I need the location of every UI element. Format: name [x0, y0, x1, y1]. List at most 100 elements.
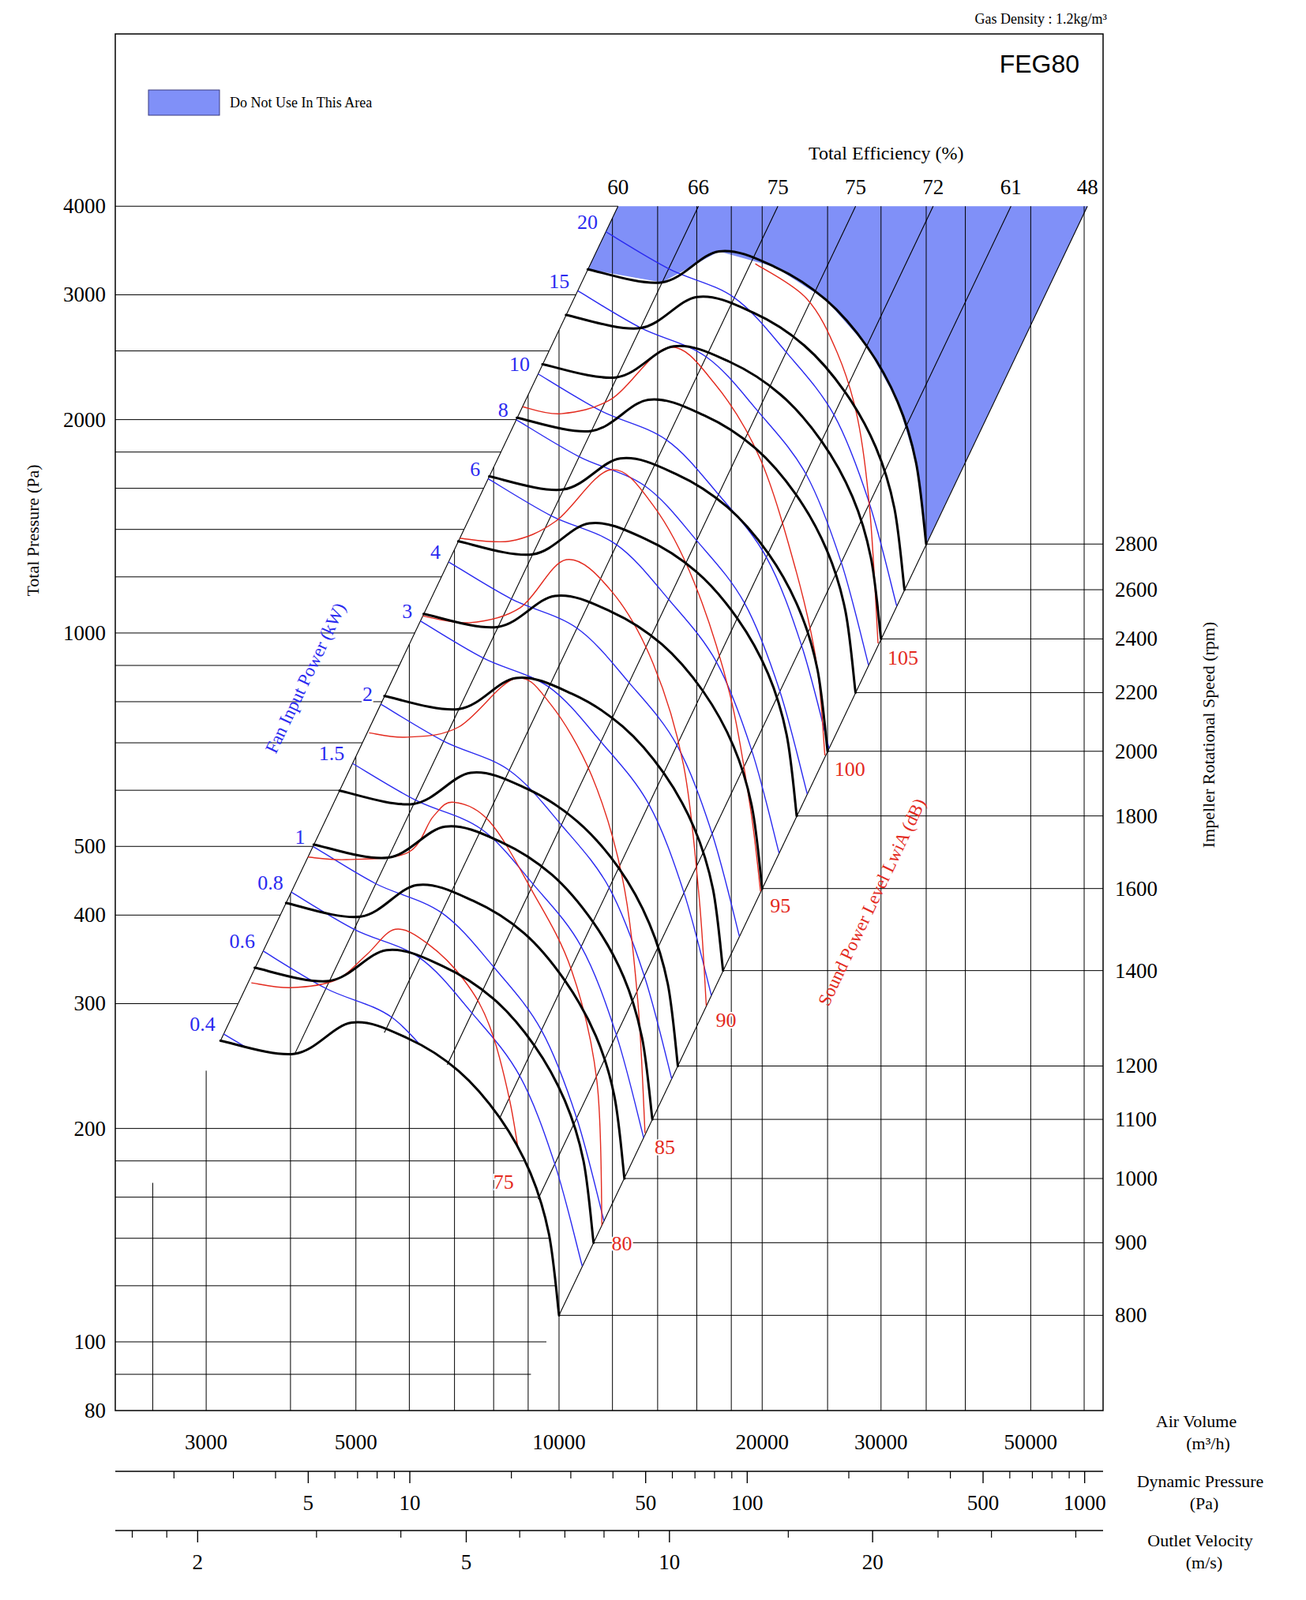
grid-line: [115, 529, 465, 530]
major-tick: [746, 1471, 748, 1484]
minor-tick: [274, 1471, 276, 1479]
power-label: 1.5: [318, 742, 346, 766]
speed-line: [796, 815, 1104, 817]
speed-line: [761, 888, 1104, 890]
secondary-axis-title: Dynamic Pressure: [1137, 1471, 1265, 1492]
envelope-group: [223, 231, 897, 1266]
power-label: 6: [469, 457, 481, 481]
minor-tick: [400, 1531, 402, 1539]
efficiency-label: 61: [1000, 175, 1022, 199]
minor-tick: [166, 1531, 168, 1539]
minor-tick: [949, 1471, 951, 1479]
speed-line: [827, 750, 1104, 752]
y-axis-title: Total Pressure (Pa): [22, 464, 43, 597]
rpm-label: 900: [1114, 1230, 1148, 1255]
grid-line: [409, 644, 410, 1412]
rpm-label: 2800: [1114, 532, 1158, 556]
sound-label: 105: [887, 646, 919, 670]
minor-tick: [713, 1471, 715, 1479]
major-tick: [197, 1531, 199, 1543]
power-line: [313, 846, 605, 1222]
minor-tick: [394, 1471, 395, 1479]
secondary-tick-label: 5: [461, 1550, 473, 1575]
minor-tick: [671, 1471, 673, 1479]
power-label: 0.4: [189, 1013, 216, 1036]
grid-line: [115, 294, 576, 296]
minor-tick: [173, 1471, 175, 1479]
speed-line: [559, 1315, 1104, 1317]
speed-line: [904, 589, 1104, 591]
grid-line: [115, 915, 281, 916]
secondary-tick-label: 5: [303, 1491, 315, 1516]
minor-tick: [603, 1531, 605, 1539]
major-tick: [409, 1471, 410, 1484]
power-label: 1: [294, 825, 305, 849]
efficiency-label: 48: [1077, 175, 1099, 199]
sound-line: [307, 802, 603, 1230]
minor-tick: [519, 1531, 521, 1539]
x-tick-label: 30000: [854, 1430, 909, 1455]
grid-line: [964, 206, 966, 1412]
grid-line: [454, 549, 455, 1412]
background: [0, 0, 1306, 1600]
sound-label: 75: [493, 1170, 515, 1194]
minor-tick: [131, 1531, 133, 1539]
speed-curve: [220, 1022, 560, 1316]
grid-line: [115, 1238, 550, 1239]
speed-curve: [285, 885, 625, 1179]
grid-line: [880, 206, 882, 1412]
y2-axis-title: Impeller Rotational Speed (rpm): [1198, 622, 1219, 849]
efficiency-line: [537, 206, 1011, 1200]
power-label: 3: [401, 600, 413, 623]
grid-line: [115, 1003, 239, 1005]
speed-curve-group: [220, 251, 927, 1316]
secondary-axis-unit: (Pa): [1189, 1493, 1220, 1514]
rpm-label: 1600: [1114, 877, 1158, 901]
efficiency-label: 75: [844, 175, 867, 199]
efficiency-label: 72: [922, 175, 944, 199]
power-label: 15: [548, 270, 570, 293]
x-axis-unit: (m³/h): [1185, 1433, 1230, 1454]
grid-line: [289, 893, 291, 1412]
grid-line: [115, 790, 340, 792]
rpm-label: 2600: [1114, 577, 1158, 602]
rpm-label: 1000: [1114, 1167, 1158, 1191]
y-tick-label: 2000: [63, 408, 106, 432]
grid-line: [115, 451, 501, 453]
y-tick-label: 1000: [63, 621, 106, 646]
rpm-label: 800: [1114, 1303, 1148, 1328]
sound-line: [458, 469, 761, 892]
speed-line: [624, 1178, 1104, 1180]
grid-line: [696, 206, 698, 1412]
text-group: 60667575726148Total Efficiency (%)800900…: [22, 11, 1265, 1575]
power-label: 4: [430, 540, 441, 564]
x-tick-label: 5000: [334, 1430, 378, 1455]
secondary-tick-label: 500: [967, 1491, 1000, 1516]
power-label: 0.8: [257, 871, 284, 895]
power-label: 0.6: [228, 930, 256, 954]
efficiency-title: Total Efficiency (%): [808, 142, 964, 164]
speed-line: [677, 1065, 1104, 1067]
grid-line: [115, 1197, 538, 1198]
secondary-tick-label: 2: [192, 1550, 204, 1575]
secondary-tick-label: 100: [731, 1491, 764, 1516]
grid-line: [152, 1183, 154, 1412]
efficiency-line: [220, 206, 618, 1041]
efficiency-label: 75: [767, 175, 789, 199]
sound-label: 100: [834, 758, 866, 781]
minor-tick: [637, 1531, 639, 1539]
grid-line: [558, 330, 560, 1412]
speed-curve: [424, 595, 763, 889]
secondary-tick-label: 20: [862, 1550, 884, 1575]
sound-line: [521, 347, 825, 756]
rpm-label: 2200: [1114, 680, 1158, 705]
rpm-label: 1200: [1114, 1054, 1158, 1078]
minor-tick: [990, 1531, 992, 1539]
efficiency-line: [384, 206, 778, 1033]
sound-line: [368, 678, 646, 1134]
frame: [115, 33, 1104, 1412]
major-tick: [982, 1471, 984, 1484]
minor-tick: [376, 1471, 378, 1479]
grid-line: [115, 632, 415, 634]
grid-line: [115, 1341, 547, 1343]
